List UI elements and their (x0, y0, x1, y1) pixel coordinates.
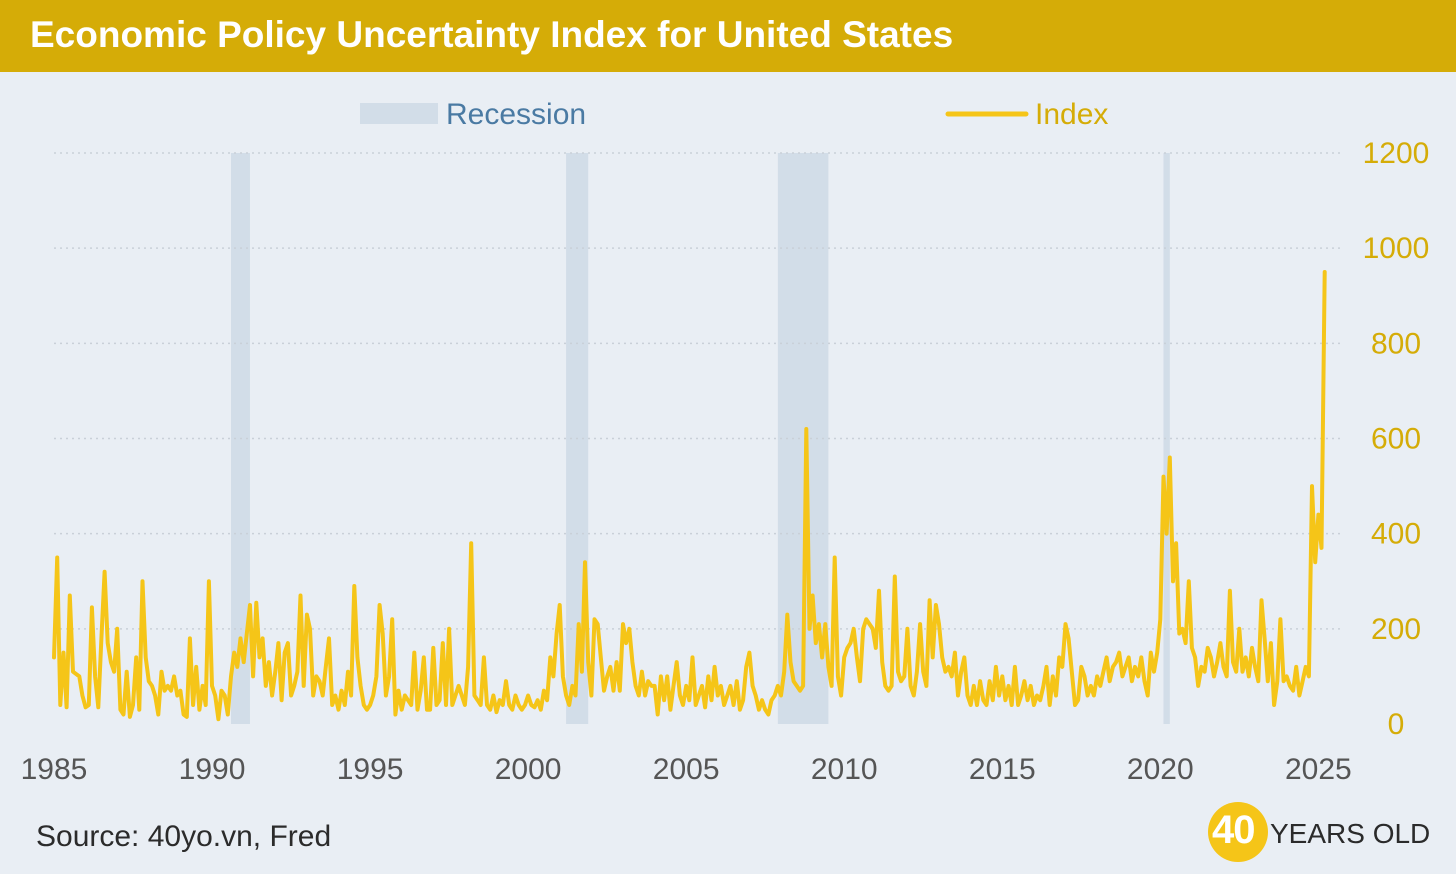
recession-band-4 (1163, 153, 1170, 724)
y-tick-label-1200: 1200 (1363, 137, 1430, 170)
y-axis: 0 200 400 600 800 1000 1200 (1363, 137, 1430, 741)
x-tick-label-2000: 2000 (495, 753, 562, 786)
source-note: Source: 40yo.vn, Fred (36, 820, 332, 853)
title-bar: Economic Policy Uncertainty Index for Un… (0, 0, 1456, 72)
y-tick-label-1000: 1000 (1363, 232, 1430, 265)
logo-text: YEARS OLD (1270, 818, 1431, 849)
chart-title: Economic Policy Uncertainty Index for Un… (30, 14, 954, 55)
x-tick-label-1985: 1985 (21, 753, 88, 786)
x-tick-label-1990: 1990 (179, 753, 246, 786)
index-series-line (52, 270, 1327, 722)
legend-recession-swatch (360, 103, 438, 124)
x-tick-label-2015: 2015 (969, 753, 1036, 786)
y-tick-label-600: 600 (1371, 423, 1421, 456)
y-tick-label-200: 200 (1371, 613, 1421, 646)
logo-circle (1208, 802, 1268, 862)
x-tick-label-2020: 2020 (1127, 753, 1194, 786)
x-axis: 1985 1990 1995 2000 2005 2010 2015 2020 2025 (21, 753, 1352, 786)
index-line-layer (52, 270, 1327, 722)
x-tick-label-1995: 1995 (337, 753, 404, 786)
grid-lines (54, 152, 1341, 630)
legend: Recession Index (360, 98, 1108, 131)
y-tick-label-400: 400 (1371, 518, 1421, 551)
recession-bands (231, 153, 1170, 724)
x-tick-label-2005: 2005 (653, 753, 720, 786)
logo: 40 YEARS OLD (1208, 800, 1438, 864)
x-tick-label-2025: 2025 (1285, 753, 1352, 786)
legend-recession-label: Recession (446, 98, 586, 131)
y-tick-label-0: 0 (1388, 708, 1405, 741)
y-tick-label-800: 800 (1371, 327, 1421, 360)
legend-index-label: Index (1035, 98, 1108, 131)
chart-area: 0 200 400 600 800 1000 1200 1985 1990 1995 2000 20… (21, 98, 1430, 786)
x-tick-label-2010: 2010 (811, 753, 878, 786)
logo-number: 40 (1212, 808, 1255, 852)
